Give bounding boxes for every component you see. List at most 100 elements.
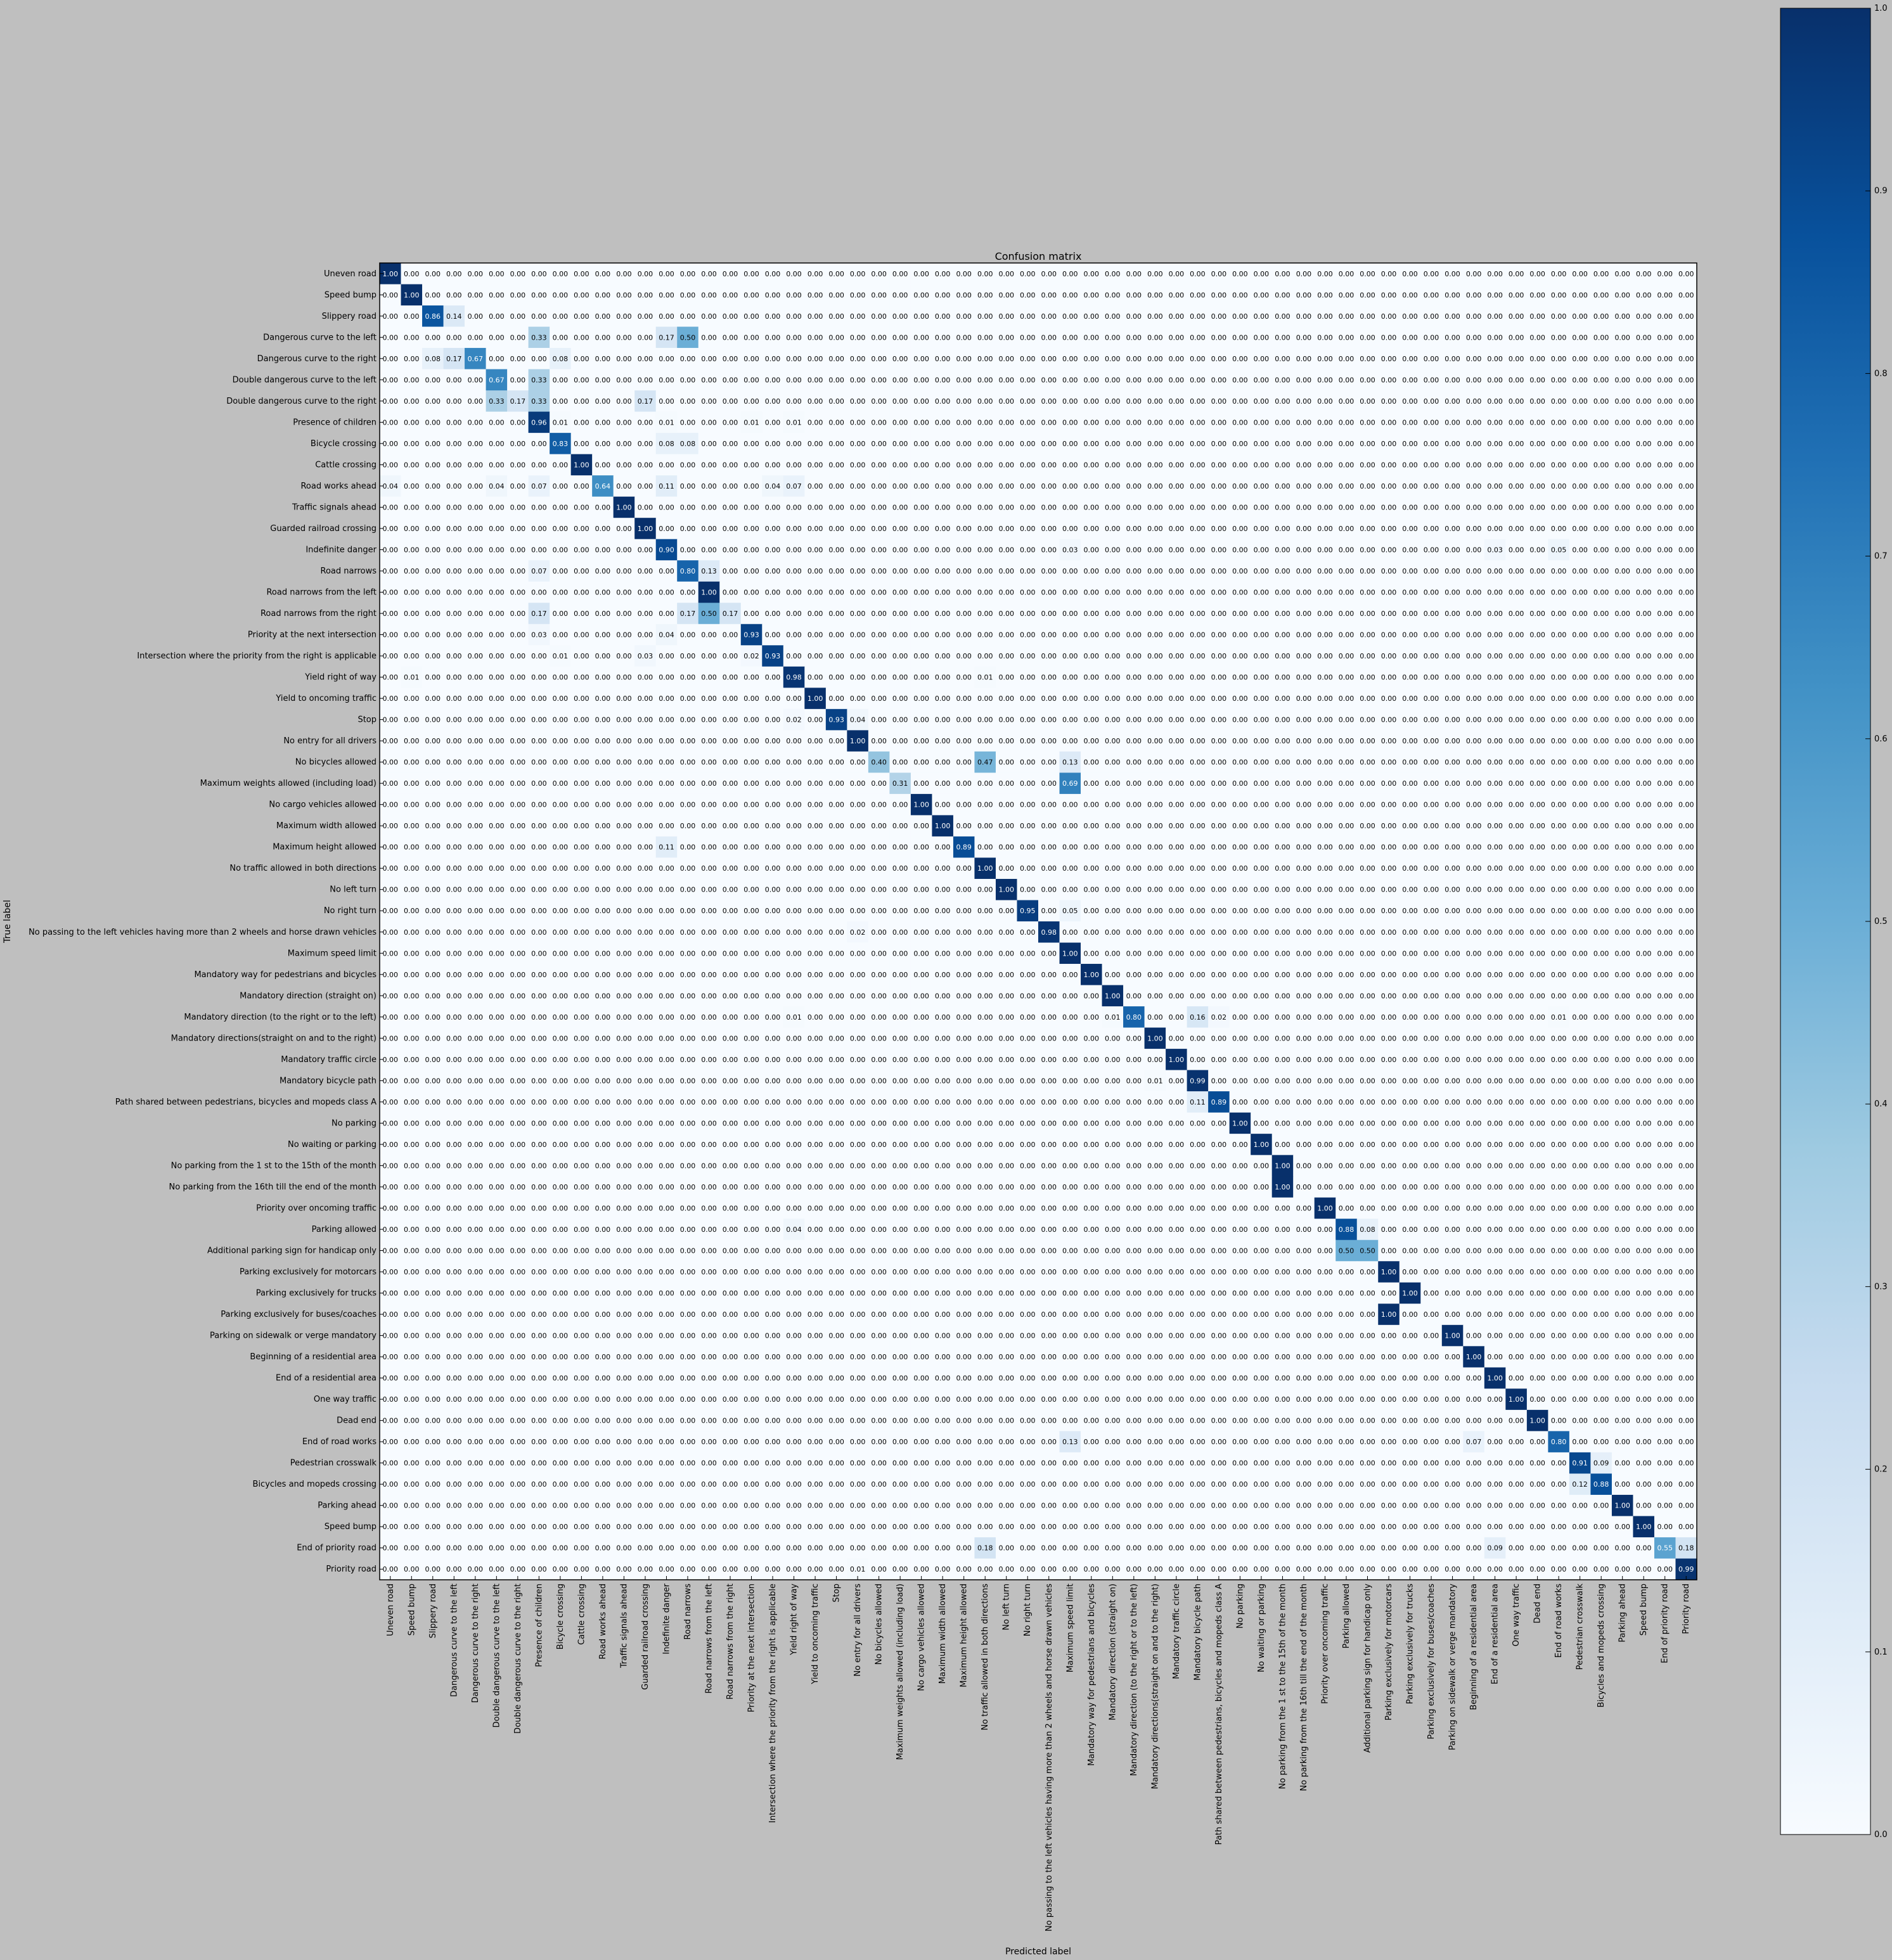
cell-value-label: 0.00 — [1317, 461, 1333, 469]
cell-value-label: 0.00 — [425, 418, 441, 426]
cell-value-label: 0.00 — [1232, 376, 1248, 384]
cell-value-label: 0.00 — [701, 546, 717, 554]
cell-value-label: 0.00 — [956, 312, 972, 321]
cell-value-label: 0.00 — [1169, 503, 1185, 511]
cell-value-label: 0.00 — [680, 652, 696, 660]
heatmap-cell — [995, 284, 1018, 306]
cell-value-label: 0.64 — [595, 482, 611, 490]
cell-value-label: 0.00 — [765, 270, 781, 278]
cell-value-label: 0.00 — [425, 461, 441, 469]
cell-value-label: 0.00 — [680, 546, 696, 554]
cell-value-label: 0.00 — [701, 631, 717, 639]
cell-value-label: 0.00 — [1678, 333, 1694, 342]
cell-value-label: 0.00 — [553, 482, 569, 490]
cell-value-label: 0.00 — [553, 461, 569, 469]
cell-value-label: 0.00 — [1487, 355, 1503, 363]
cell-value-label: 0.00 — [998, 482, 1014, 490]
heatmap-cell — [762, 305, 784, 328]
cell-value-label: 0.00 — [850, 270, 866, 278]
cell-value-label: 0.00 — [468, 525, 484, 533]
cell-value-label: 0.00 — [1360, 589, 1375, 597]
cell-value-label: 0.00 — [1317, 589, 1333, 597]
cell-value-label: 0.00 — [913, 355, 929, 363]
cell-value-label: 0.00 — [1636, 589, 1652, 597]
cell-value-label: 0.00 — [1487, 270, 1503, 278]
cell-value-label: 0.00 — [935, 546, 951, 554]
cell-value-label: 0.00 — [808, 567, 823, 575]
cell-value-label: 0.00 — [1041, 418, 1057, 426]
cell-value-label: 0.00 — [1169, 333, 1185, 342]
cell-value-label: 0.00 — [1339, 397, 1355, 406]
cell-value-label: 0.00 — [808, 631, 823, 639]
cell-value-label: 0.00 — [1084, 546, 1100, 554]
cell-value-label: 0.00 — [1126, 503, 1142, 511]
cell-value-label: 0.00 — [425, 397, 441, 406]
heatmap-cell — [783, 284, 805, 306]
cell-value-label: 0.00 — [1424, 631, 1439, 639]
cell-value-label: 0.00 — [1041, 610, 1057, 618]
cell-value-label: 0.00 — [1296, 418, 1312, 426]
cell-value-label: 0.00 — [723, 546, 738, 554]
cell-value-label: 0.00 — [1232, 610, 1248, 618]
cell-value-label: 0.00 — [1551, 270, 1567, 278]
cell-value-label: 0.00 — [1275, 461, 1290, 469]
heatmap-cell — [953, 284, 975, 306]
cell-value-label: 0.00 — [1105, 567, 1121, 575]
cell-value-label: 1.00 — [638, 525, 653, 533]
cell-value-label: 0.00 — [1211, 312, 1227, 321]
heatmap-cell — [847, 305, 869, 328]
cell-value-label: 0.00 — [510, 525, 526, 533]
cell-value-label: 0.00 — [808, 333, 823, 342]
cell-value-label: 0.00 — [1509, 355, 1524, 363]
cell-value-label: 0.00 — [701, 418, 717, 426]
cell-value-label: 0.00 — [659, 461, 674, 469]
cell-value-label: 0.00 — [1062, 525, 1078, 533]
cell-value-label: 0.00 — [743, 589, 759, 597]
heatmap-cell — [465, 284, 487, 306]
cell-value-label: 0.00 — [1105, 440, 1121, 448]
cell-value-label: 0.00 — [1232, 503, 1248, 511]
heatmap-cell — [1356, 263, 1379, 285]
cell-value-label: 0.00 — [723, 270, 738, 278]
cell-value-label: 0.00 — [553, 567, 569, 575]
cell-value-label: 0.00 — [701, 355, 717, 363]
cell-value-label: 0.00 — [553, 312, 569, 321]
cell-value-label: 0.00 — [1041, 503, 1057, 511]
cell-value-label: 0.00 — [1105, 461, 1121, 469]
cell-value-label: 0.00 — [1487, 440, 1503, 448]
cell-value-label: 0.00 — [1529, 440, 1545, 448]
cell-value-label: 0.00 — [1105, 610, 1121, 618]
cell-value-label: 0.00 — [446, 546, 462, 554]
cell-value-label: 0.00 — [743, 440, 759, 448]
cell-value-label: 0.13 — [701, 567, 717, 575]
cell-value-label: 0.00 — [1509, 418, 1524, 426]
cell-value-label: 0.00 — [850, 461, 866, 469]
cell-value-label: 0.00 — [531, 291, 547, 299]
cell-value-label: 0.00 — [446, 440, 462, 448]
cell-value-label: 0.17 — [510, 397, 526, 406]
cell-value-label: 0.00 — [1190, 631, 1206, 639]
cell-value-label: 0.00 — [1466, 503, 1482, 511]
cell-value-label: 0.00 — [468, 503, 484, 511]
cell-value-label: 0.00 — [786, 333, 802, 342]
heatmap-cell — [825, 305, 847, 328]
cell-value-label: 0.00 — [723, 503, 738, 511]
cell-value-label: 0.00 — [1657, 631, 1673, 639]
cell-value-label: 0.00 — [913, 440, 929, 448]
heatmap-cell — [550, 284, 572, 306]
cell-value-label: 0.17 — [638, 397, 653, 406]
cell-value-label: 0.00 — [1636, 376, 1652, 384]
cell-value-label: 0.33 — [531, 333, 547, 342]
cell-value-label: 0.80 — [680, 567, 696, 575]
cell-value-label: 0.00 — [1657, 291, 1673, 299]
cell-value-label: 0.00 — [1636, 567, 1652, 575]
cell-value-label: 0.00 — [1572, 461, 1588, 469]
cell-value-label: 0.00 — [383, 652, 399, 660]
cell-value-label: 0.17 — [659, 333, 674, 342]
cell-value-label: 0.00 — [913, 525, 929, 533]
cell-value-label: 0.86 — [425, 312, 441, 321]
cell-value-label: 0.00 — [1572, 567, 1588, 575]
cell-value-label: 0.07 — [531, 482, 547, 490]
cell-value-label: 0.00 — [1381, 461, 1397, 469]
cell-value-label: 0.00 — [404, 461, 420, 469]
